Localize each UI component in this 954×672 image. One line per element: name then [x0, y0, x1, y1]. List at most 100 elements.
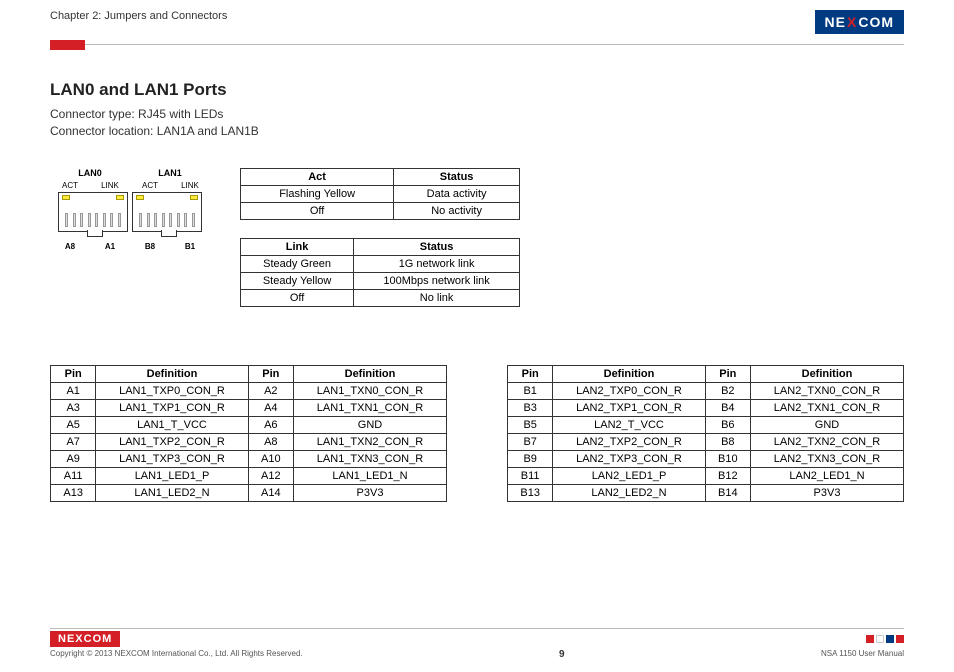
- table-header: Status: [394, 168, 520, 185]
- table-cell: B9: [508, 450, 553, 467]
- table-row: B9LAN2_TXP3_CON_RB10LAN2_TXN3_CON_R: [508, 450, 904, 467]
- table-row: Steady Yellow100Mbps network link: [241, 272, 520, 289]
- logo-x: X: [847, 14, 857, 30]
- table-cell: P3V3: [293, 484, 446, 501]
- table-cell: B13: [508, 484, 553, 501]
- table-row: A11LAN1_LED1_PA12LAN1_LED1_N: [51, 467, 447, 484]
- table-cell: LAN1_TXN2_CON_R: [293, 433, 446, 450]
- table-row: Steady Green1G network link: [241, 255, 520, 272]
- diagram-link-label-2: LINK: [170, 181, 210, 190]
- decor-square: [896, 635, 904, 643]
- table-cell: LAN1_LED1_P: [96, 467, 248, 484]
- table-row: A13LAN1_LED2_NA14P3V3: [51, 484, 447, 501]
- table-cell: A6: [248, 416, 293, 433]
- pin-table-b: PinDefinitionPinDefinition B1LAN2_TXP0_C…: [507, 365, 904, 502]
- table-row: B5LAN2_T_VCCB6GND: [508, 416, 904, 433]
- table-cell: Off: [241, 202, 394, 219]
- table-cell: LAN1_TXN3_CON_R: [293, 450, 446, 467]
- table-row: A1LAN1_TXP0_CON_RA2LAN1_TXN0_CON_R: [51, 382, 447, 399]
- table-cell: LAN2_T_VCC: [553, 416, 705, 433]
- logo-post: COM: [858, 14, 894, 30]
- header-red-accent: [50, 40, 85, 50]
- table-header: Pin: [51, 365, 96, 382]
- rj45-port-lan0: [58, 192, 128, 232]
- table-cell: LAN1_TXP1_CON_R: [96, 399, 248, 416]
- table-cell: B7: [508, 433, 553, 450]
- table-header: Link: [241, 238, 354, 255]
- table-header: Pin: [508, 365, 553, 382]
- table-header: Definition: [96, 365, 248, 382]
- table-header: Definition: [553, 365, 705, 382]
- table-cell: B12: [705, 467, 750, 484]
- table-row: B3LAN2_TXP1_CON_RB4LAN2_TXN1_CON_R: [508, 399, 904, 416]
- table-cell: A8: [248, 433, 293, 450]
- table-row: OffNo activity: [241, 202, 520, 219]
- logo-pre: NE: [58, 633, 75, 645]
- table-cell: LAN2_LED2_N: [553, 484, 705, 501]
- pin-label-a8: A8: [50, 242, 90, 251]
- table-header: Act: [241, 168, 394, 185]
- table-cell: LAN2_TXP3_CON_R: [553, 450, 705, 467]
- table-cell: LAN1_TXN1_CON_R: [293, 399, 446, 416]
- table-cell: A1: [51, 382, 96, 399]
- pin-label-b1: B1: [170, 242, 210, 251]
- act-status-table: ActStatus Flashing YellowData activityOf…: [240, 168, 520, 220]
- decor-square: [886, 635, 894, 643]
- table-cell: B10: [705, 450, 750, 467]
- table-row: Flashing YellowData activity: [241, 185, 520, 202]
- chapter-title: Chapter 2: Jumpers and Connectors: [50, 10, 227, 22]
- table-row: B7LAN2_TXP2_CON_RB8LAN2_TXN2_CON_R: [508, 433, 904, 450]
- table-cell: LAN2_TXN1_CON_R: [750, 399, 903, 416]
- logo-top: NEXCOM: [815, 10, 904, 34]
- diagram-lan1-label: LAN1: [130, 168, 210, 178]
- table-cell: B1: [508, 382, 553, 399]
- logo-x: X: [75, 633, 83, 645]
- table-cell: LAN2_LED1_N: [750, 467, 903, 484]
- table-cell: B8: [705, 433, 750, 450]
- logo-bottom: NEXCOM: [50, 631, 120, 647]
- link-status-table: LinkStatus Steady Green1G network linkSt…: [240, 238, 520, 307]
- table-cell: B4: [705, 399, 750, 416]
- table-row: A9LAN1_TXP3_CON_RA10LAN1_TXN3_CON_R: [51, 450, 447, 467]
- table-cell: Off: [241, 289, 354, 306]
- table-cell: LAN1_TXP2_CON_R: [96, 433, 248, 450]
- table-cell: B14: [705, 484, 750, 501]
- table-row: A7LAN1_TXP2_CON_RA8LAN1_TXN2_CON_R: [51, 433, 447, 450]
- logo-post: COM: [84, 633, 113, 645]
- table-row: B1LAN2_TXP0_CON_RB2LAN2_TXN0_CON_R: [508, 382, 904, 399]
- rj45-port-lan1: [132, 192, 202, 232]
- led-icon: [62, 195, 70, 200]
- table-row: OffNo link: [241, 289, 520, 306]
- table-cell: LAN1_TXP3_CON_R: [96, 450, 248, 467]
- manual-name: NSA 1150 User Manual: [821, 649, 904, 660]
- link-tbody: Steady Green1G network linkSteady Yellow…: [241, 255, 520, 306]
- table-cell: P3V3: [750, 484, 903, 501]
- table-cell: GND: [750, 416, 903, 433]
- pin-label-b8: B8: [130, 242, 170, 251]
- led-icon: [136, 195, 144, 200]
- table-cell: LAN2_TXP2_CON_R: [553, 433, 705, 450]
- table-header: Pin: [248, 365, 293, 382]
- table-cell: LAN2_TXN0_CON_R: [750, 382, 903, 399]
- table-cell: A13: [51, 484, 96, 501]
- diagram-lan0-label: LAN0: [50, 168, 130, 178]
- diagram-act-label: ACT: [50, 181, 90, 190]
- table-cell: LAN1_LED1_N: [293, 467, 446, 484]
- table-row: A5LAN1_T_VCCA6GND: [51, 416, 447, 433]
- decor-square: [866, 635, 874, 643]
- table-cell: A2: [248, 382, 293, 399]
- table-cell: A3: [51, 399, 96, 416]
- table-cell: LAN2_TXP0_CON_R: [553, 382, 705, 399]
- footer-decor-icon: [866, 635, 904, 643]
- table-cell: Steady Yellow: [241, 272, 354, 289]
- table-cell: A14: [248, 484, 293, 501]
- logo-pre: NE: [825, 14, 846, 30]
- table-cell: 1G network link: [354, 255, 520, 272]
- pin-label-a1: A1: [90, 242, 130, 251]
- table-cell: LAN1_T_VCC: [96, 416, 248, 433]
- table-cell: Data activity: [394, 185, 520, 202]
- table-cell: B2: [705, 382, 750, 399]
- table-cell: LAN2_LED1_P: [553, 467, 705, 484]
- table-cell: Steady Green: [241, 255, 354, 272]
- table-cell: A12: [248, 467, 293, 484]
